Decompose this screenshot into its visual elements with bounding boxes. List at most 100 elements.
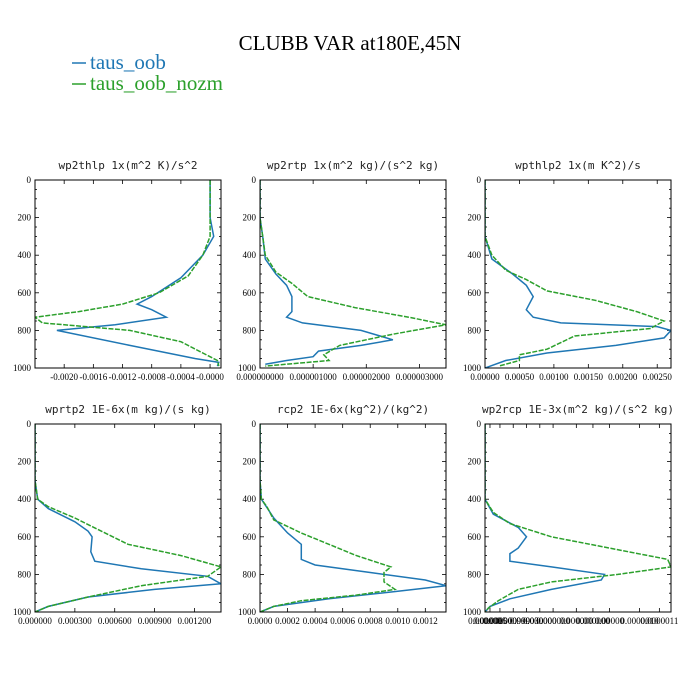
y-tick-label: 400 [243,494,257,504]
y-tick-label: 0 [27,419,32,429]
y-tick-label: 400 [243,250,257,260]
series-line-taus-oob-nozm [260,180,446,367]
y-tick-label: 200 [468,213,482,223]
x-tick-label: 0.000000 [18,616,52,626]
y-tick-label: 200 [243,213,257,223]
x-tick-label: 0.001200 [178,616,212,626]
x-tick-label: 0.00000 [595,616,625,626]
y-tick-label: 600 [468,288,482,298]
y-tick-label: 1000 [238,607,257,617]
y-tick-label: 1000 [13,363,32,373]
series-line-taus-oob [485,424,606,612]
y-tick-label: 600 [468,532,482,542]
y-tick-label: 0 [252,175,257,185]
x-tick-label: 0.0000010 [620,616,659,626]
panel-1: wp2thlp 1x(m^2 K)/s^2 0 200 400 600 800 1000 -0… [13,159,224,382]
x-tick-label: 0.00100 [539,372,569,382]
x-tick-label: 0.000030 [510,616,544,626]
y-tick-label: 1000 [463,363,482,373]
legend-label-taus-oob: taus_oob [90,50,166,74]
legend: taus_oob taus_oob_nozm [72,50,223,95]
y-tick-label: 200 [468,457,482,467]
x-tick-label: 0.000001000 [290,372,338,382]
y-tick-label: 800 [243,569,257,579]
panel-title: wp2rtp 1x(m^2 kg)/(s^2 kg) [267,159,439,172]
x-tick-label: 0.000300 [58,616,92,626]
y-tick-label: 0 [252,419,257,429]
x-tick-label: 0.000999 [496,616,530,626]
series-line-taus-oob [260,424,446,612]
panel-title: wprtp2 1E-6x(m kg)/(s kg) [45,403,211,416]
series-line-taus-oob [35,424,221,612]
panel-title: rcp2 1E-6x(kg^2)/(kg^2) [277,403,429,416]
x-tick-label: 0.000000 [536,616,570,626]
x-tick-label: 0.0008 [358,616,383,626]
x-tick-label: -0.0016 [79,372,107,382]
x-tick-label: 0.00200 [608,372,638,382]
x-tick-label: 0.0012 [413,616,438,626]
panel-6: wp2rcp 1E-3x(m^2 kg)/(s^2 kg)0 200 400 600 8… [463,403,678,626]
y-tick-label: 800 [243,325,257,335]
x-tick-label: -0.0020 [50,372,78,382]
x-tick-label: 0.000002000 [343,372,391,382]
y-tick-label: 600 [243,288,257,298]
panel-5: rcp2 1E-6x(kg^2)/(kg^2) 0 200 400 600 800 1000… [238,403,447,626]
y-tick-label: 800 [18,569,32,579]
y-tick-label: 400 [468,250,482,260]
plot-frame [34,423,222,613]
y-tick-label: 800 [468,569,482,579]
x-tick-label: 0.00050 [505,372,535,382]
x-tick-label: -0.0004 [167,372,195,382]
x-tick-label: 0.000000 [523,616,557,626]
series-line-taus-oob-nozm [485,424,671,612]
y-tick-label: 600 [243,532,257,542]
y-tick-label: 600 [18,532,32,542]
plot-frame [34,179,222,369]
plot-frame [259,423,447,613]
x-tick-label: 0.000003000 [396,372,444,382]
series-line-taus-oob-nozm [35,180,220,367]
panels: wp2thlp 1x(m^2 K)/s^2 0 200 400 600 800 1000 -0… [13,159,678,626]
y-tick-label: 400 [468,494,482,504]
panel-title: wpthlp2 1x(m K^2)/s [515,159,641,172]
x-tick-label: 0.0006 [330,616,355,626]
x-tick-label: -0.0000 [196,372,224,382]
y-tick-label: 200 [243,457,257,467]
series-line-taus-oob-nozm [485,180,666,367]
y-tick-label: 0 [477,419,482,429]
panel-title: wp2thlp 1x(m^2 K)/s^2 [58,159,197,172]
x-tick-label: 0.00000 [470,372,500,382]
x-tick-label: -0.0012 [109,372,137,382]
x-tick-label: 0.000000 [468,616,502,626]
legend-label-taus-oob-nozm: taus_oob_nozm [90,71,223,95]
y-tick-label: 1000 [463,607,482,617]
y-tick-label: 0 [27,175,32,185]
x-tick-label: 0.00250 [643,372,673,382]
x-tick-label: 0.000005 [473,616,507,626]
x-tick-label: 0.0004 [303,616,328,626]
x-tick-label: 0.000600 [98,616,132,626]
x-tick-label: 0.0002 [275,616,300,626]
panel-4: wprtp2 1E-6x(m kg)/(s kg) 0 200 400 600 800 10… [13,403,222,626]
x-tick-label: 0.0000 [248,616,273,626]
y-tick-label: 800 [18,325,32,335]
plot-frame [484,423,672,613]
plot-frame [484,179,672,369]
series-line-taus-oob-nozm [260,424,398,612]
y-tick-label: 400 [18,250,32,260]
figure-title: CLUBB VAR at180E,45N [239,31,462,55]
panel-title: wp2rcp 1E-3x(m^2 kg)/(s^2 kg) [482,403,674,416]
y-tick-label: 200 [18,457,32,467]
y-tick-label: 400 [18,494,32,504]
x-tick-label: 0.00150 [574,372,604,382]
x-tick-label: -0.0008 [138,372,166,382]
x-tick-label: 0.000000 [576,616,610,626]
x-tick-label: 0.0000011 [640,616,678,626]
series-line-taus-oob [260,180,394,365]
x-tick-label: 0.000000 [559,616,593,626]
x-tick-label: 0.000900 [138,616,172,626]
panel-2: wp2rtp 1x(m^2 kg)/(s^2 kg) 0 200 400 600 800 1… [236,159,447,382]
y-tick-label: 600 [18,288,32,298]
y-tick-label: 0 [477,175,482,185]
